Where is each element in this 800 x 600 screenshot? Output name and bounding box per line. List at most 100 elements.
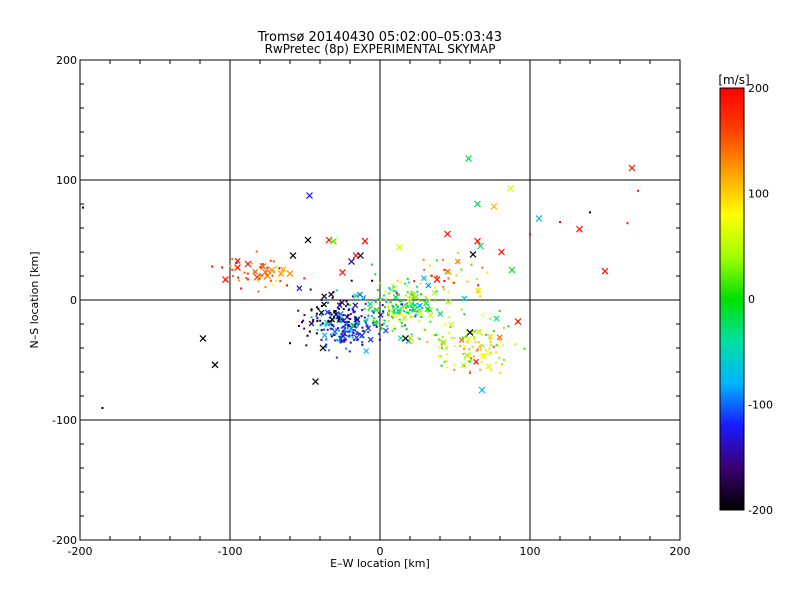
data-point <box>350 279 353 282</box>
data-point <box>497 344 500 347</box>
data-point <box>378 333 381 336</box>
data-marker <box>321 332 328 339</box>
data-point <box>364 320 367 323</box>
data-point <box>396 279 399 282</box>
data-point <box>346 303 349 306</box>
colorbar-label: [m/s] <box>718 73 749 87</box>
data-point <box>442 288 445 291</box>
data-point <box>315 312 318 315</box>
data-point <box>346 330 349 333</box>
data-point <box>342 325 345 328</box>
data-point <box>435 333 438 336</box>
data-point <box>396 312 399 315</box>
data-point <box>375 325 378 328</box>
data-point <box>398 300 401 303</box>
data-point <box>481 266 484 269</box>
data-point <box>410 333 413 336</box>
data-point <box>476 348 479 351</box>
chart-subtitle: RwPretec (8p) EXPERIMENTAL SKYMAP <box>265 42 496 56</box>
data-point <box>303 277 306 280</box>
y-tick-label: 200 <box>56 54 77 67</box>
data-point <box>323 328 326 331</box>
data-point <box>368 306 371 309</box>
data-point <box>309 288 312 291</box>
data-marker <box>498 248 505 256</box>
data-marker <box>352 302 359 309</box>
data-point <box>420 316 423 319</box>
data-point <box>468 352 471 355</box>
data-point <box>379 299 382 302</box>
data-point <box>446 353 449 356</box>
data-point <box>489 344 492 347</box>
data-point <box>363 308 366 311</box>
x-axis-label: E–W location [km] <box>330 557 430 570</box>
data-point <box>269 279 272 282</box>
y-tick-label: 100 <box>56 174 77 187</box>
data-point <box>429 320 432 323</box>
data-marker <box>361 237 369 245</box>
data-point <box>334 311 337 314</box>
data-point <box>339 338 342 341</box>
data-point <box>470 263 473 266</box>
data-point <box>387 306 390 309</box>
data-marker <box>372 319 378 326</box>
data-point <box>374 301 377 304</box>
data-point <box>319 319 322 322</box>
data-marker <box>424 306 431 313</box>
data-point <box>348 304 351 307</box>
data-point <box>382 322 385 325</box>
data-point <box>460 268 463 271</box>
data-point <box>447 277 450 280</box>
data-point <box>278 267 281 270</box>
data-marker <box>448 321 455 328</box>
data-point <box>486 350 489 353</box>
data-point <box>397 311 400 314</box>
data-point <box>413 294 416 297</box>
data-point <box>386 325 389 328</box>
data-marker <box>367 301 373 308</box>
data-marker <box>396 243 403 251</box>
data-marker <box>264 272 271 280</box>
data-point <box>399 280 402 283</box>
data-point <box>394 285 397 288</box>
data-point <box>472 330 475 333</box>
data-marker <box>425 282 432 289</box>
data-point <box>334 333 337 336</box>
data-marker <box>437 310 444 317</box>
data-point <box>419 299 422 302</box>
data-point <box>310 322 313 325</box>
data-marker <box>319 344 327 352</box>
data-point <box>345 300 348 303</box>
y-tick-label: -100 <box>52 414 77 427</box>
data-point <box>259 266 262 269</box>
data-point <box>351 325 354 328</box>
data-point <box>367 308 370 311</box>
data-point <box>443 268 446 271</box>
y-tick-label: 0 <box>70 294 77 307</box>
data-point <box>385 298 388 301</box>
data-point <box>498 356 501 359</box>
data-point <box>320 298 323 301</box>
data-point <box>467 360 470 363</box>
data-point <box>82 206 84 209</box>
data-point <box>243 271 246 274</box>
data-marker <box>382 327 389 334</box>
data-point <box>489 341 492 344</box>
data-point <box>439 354 442 357</box>
data-point <box>435 259 438 262</box>
data-marker <box>324 309 331 316</box>
data-point <box>392 310 395 313</box>
data-point <box>408 296 411 299</box>
data-point <box>335 317 338 320</box>
colorbar: [m/s] 200 100 0 -100 -200 <box>718 73 773 517</box>
data-point <box>336 339 339 342</box>
data-point <box>405 311 408 314</box>
data-point <box>392 312 395 315</box>
data-point <box>257 290 260 293</box>
data-point <box>271 274 274 277</box>
data-point <box>272 260 275 263</box>
data-point <box>474 330 477 333</box>
data-point <box>441 347 444 350</box>
data-point <box>414 313 417 316</box>
data-point <box>450 336 453 339</box>
